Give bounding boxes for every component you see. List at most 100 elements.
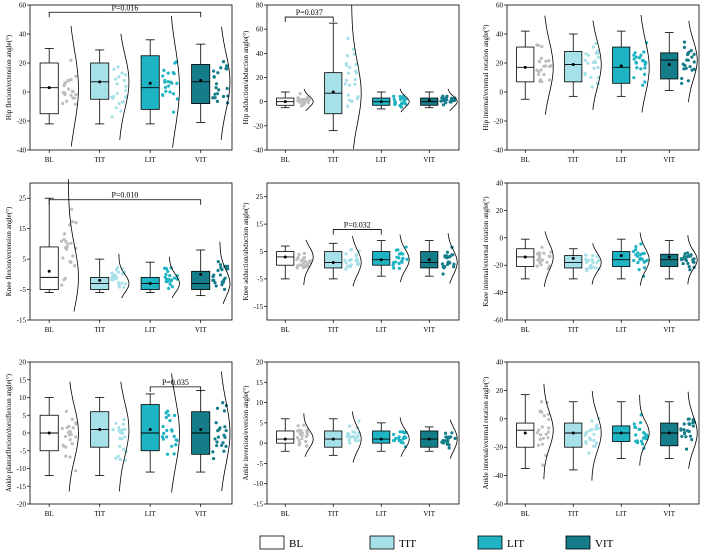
data-point (439, 99, 443, 103)
data-point (171, 71, 175, 75)
data-point (391, 263, 395, 267)
data-point (637, 56, 642, 60)
data-point (59, 239, 64, 243)
y-tick-label: 60 (19, 2, 27, 10)
data-point (170, 444, 174, 448)
data-point (161, 74, 165, 78)
data-point (391, 261, 395, 265)
data-point (123, 88, 128, 93)
data-point (224, 444, 228, 448)
data-point (583, 253, 588, 257)
data-point (74, 435, 78, 439)
data-point (344, 261, 348, 265)
data-point (688, 434, 693, 438)
density-curve (221, 371, 231, 492)
data-point (684, 447, 689, 451)
data-point (688, 268, 692, 272)
density-curve (639, 394, 650, 466)
data-point (172, 434, 176, 438)
data-point (685, 251, 690, 255)
data-point (211, 69, 216, 73)
x-tick-label: LIT (376, 156, 388, 164)
data-point (547, 417, 551, 422)
data-point (216, 71, 220, 75)
data-point (168, 419, 172, 423)
data-point (547, 426, 551, 430)
data-point (583, 58, 587, 63)
data-point (62, 278, 66, 282)
data-point (687, 422, 691, 426)
data-point (539, 263, 543, 267)
data-point (218, 273, 223, 277)
data-point (111, 96, 115, 100)
data-point (69, 93, 73, 97)
data-point (538, 260, 542, 264)
density-curve (219, 241, 231, 304)
data-point (440, 262, 445, 266)
y-tick-label: 10 (256, 399, 264, 407)
panel-knee-rotation: -60 -40 -20 0 20 40 Knee internal/external rot… (482, 180, 700, 334)
data-point (590, 265, 594, 270)
data-point (590, 85, 594, 89)
data-point (644, 437, 648, 441)
data-point (402, 97, 407, 101)
data-point (357, 419, 361, 423)
box-TIT (564, 51, 583, 83)
density-curve (352, 235, 362, 287)
data-point (114, 456, 118, 460)
data-point (594, 424, 599, 429)
box-mean-marker (619, 431, 623, 435)
data-point (69, 432, 73, 436)
data-point (682, 422, 686, 426)
data-point (542, 72, 546, 77)
box-BL (276, 430, 295, 444)
data-point (116, 65, 120, 69)
data-point (68, 455, 72, 459)
data-point (446, 436, 450, 440)
data-point (394, 248, 399, 252)
data-point (549, 250, 553, 254)
data-point (587, 451, 591, 455)
data-point (686, 261, 690, 266)
data-point (397, 266, 401, 270)
data-point (169, 279, 173, 283)
data-point (219, 66, 223, 70)
data-point (110, 271, 114, 275)
data-point (540, 80, 544, 84)
x-tick-label: VIT (423, 156, 435, 164)
data-point (121, 447, 126, 451)
data-point (117, 283, 121, 288)
data-point (304, 434, 308, 439)
box-LIT (612, 251, 631, 267)
significance-label: P=0.016 (111, 3, 138, 12)
data-point (223, 425, 227, 429)
x-tick-label: BL (281, 510, 290, 518)
y-tick-label: 25 (256, 193, 264, 201)
data-point (596, 51, 600, 55)
data-point (113, 273, 117, 277)
density-curve (119, 381, 130, 492)
data-point (71, 96, 75, 100)
y-tick-label: -40 (254, 147, 264, 155)
data-point (123, 427, 127, 431)
data-point (540, 410, 544, 414)
data-point (61, 91, 65, 95)
y-tick-label: 20 (256, 359, 264, 367)
y-tick-label: -60 (494, 501, 504, 509)
x-tick-label: BL (521, 156, 530, 164)
data-point (637, 427, 641, 432)
box-mean-marker (98, 80, 102, 84)
data-point (215, 92, 220, 96)
data-point (347, 435, 351, 440)
data-point (221, 94, 226, 99)
box-mean-marker (98, 427, 102, 431)
data-point (584, 431, 588, 436)
box-mean-marker (331, 90, 335, 94)
data-point (592, 432, 596, 436)
y-tick-label: -40 (494, 147, 504, 155)
plot-frame (266, 361, 460, 505)
data-point (70, 89, 75, 93)
data-point (397, 261, 401, 266)
data-point (70, 207, 74, 211)
data-point (685, 429, 690, 433)
